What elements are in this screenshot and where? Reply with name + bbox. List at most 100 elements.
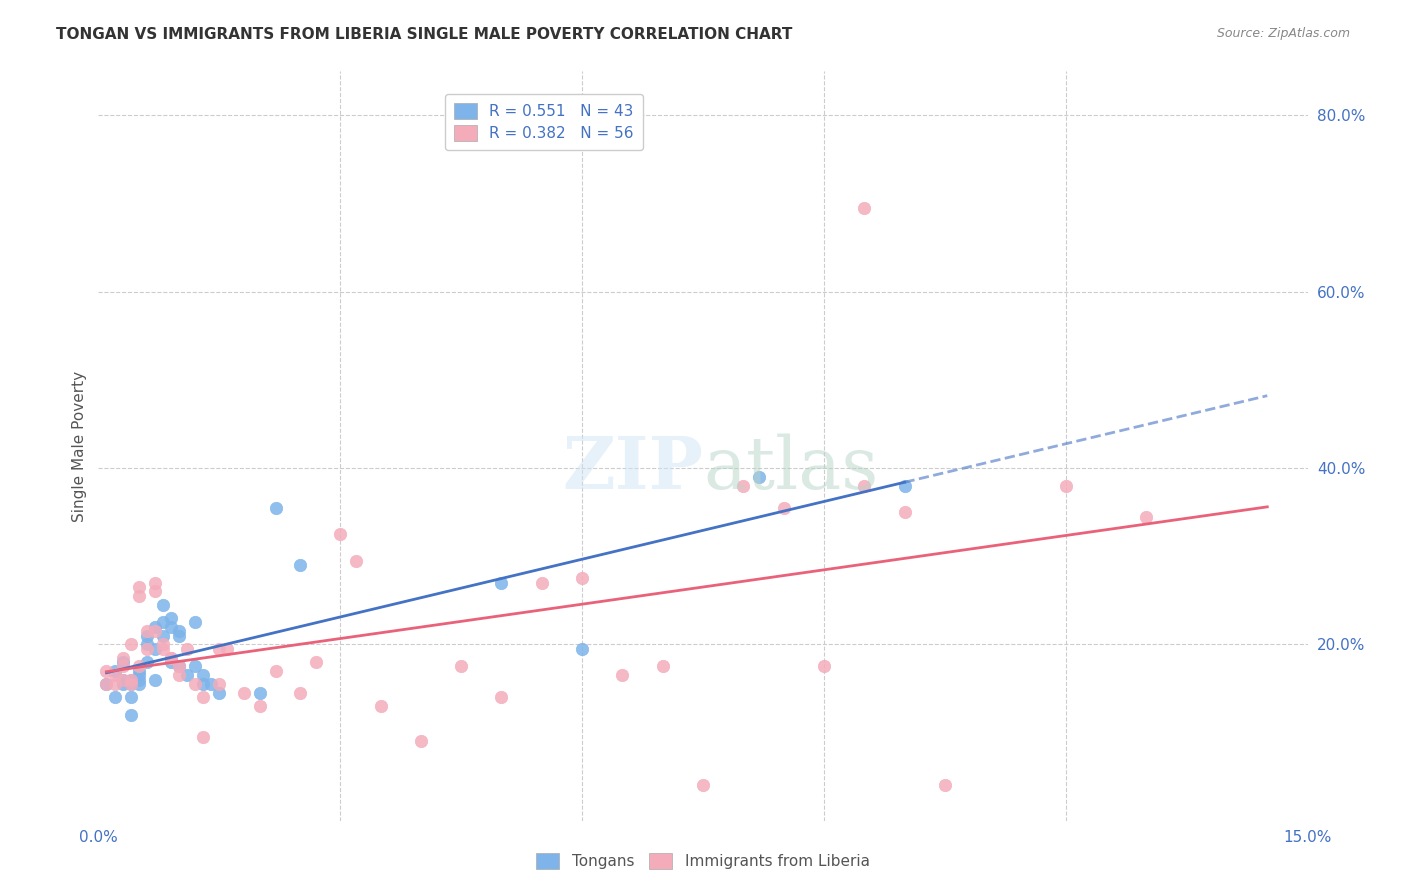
Point: [288, 558, 311, 572]
Point: [217, 641, 239, 656]
Point: [934, 778, 956, 792]
Point: [249, 686, 271, 700]
Point: [612, 668, 634, 682]
Point: [305, 655, 328, 669]
Point: [1054, 478, 1077, 492]
Point: [135, 628, 157, 642]
Point: [450, 659, 472, 673]
Point: [208, 686, 231, 700]
Point: [143, 673, 166, 687]
Point: [1135, 509, 1157, 524]
Point: [143, 584, 166, 599]
Point: [184, 659, 207, 673]
Point: [128, 664, 150, 678]
Point: [128, 659, 150, 673]
Point: [409, 734, 432, 748]
Point: [692, 778, 714, 792]
Point: [120, 707, 142, 722]
Point: [128, 677, 150, 691]
Point: [167, 668, 190, 682]
Point: [813, 659, 835, 673]
Text: ZIP: ZIP: [562, 433, 703, 504]
Point: [733, 478, 755, 492]
Point: [135, 655, 157, 669]
Point: [128, 589, 150, 603]
Point: [200, 677, 222, 691]
Point: [184, 677, 207, 691]
Point: [193, 668, 215, 682]
Point: [111, 655, 134, 669]
Point: [893, 478, 915, 492]
Point: [152, 637, 174, 651]
Point: [143, 624, 166, 639]
Point: [160, 655, 183, 669]
Point: [264, 500, 287, 515]
Point: [128, 580, 150, 594]
Point: [160, 611, 183, 625]
Point: [128, 673, 150, 687]
Point: [128, 668, 150, 682]
Text: TONGAN VS IMMIGRANTS FROM LIBERIA SINGLE MALE POVERTY CORRELATION CHART: TONGAN VS IMMIGRANTS FROM LIBERIA SINGLE…: [56, 27, 793, 42]
Point: [329, 527, 352, 541]
Point: [530, 575, 553, 590]
Point: [120, 690, 142, 705]
Point: [111, 677, 134, 691]
Point: [143, 575, 166, 590]
Point: [103, 690, 125, 705]
Point: [288, 686, 311, 700]
Point: [167, 659, 190, 673]
Point: [96, 664, 118, 678]
Point: [111, 673, 134, 687]
Point: [853, 201, 876, 215]
Point: [853, 478, 876, 492]
Point: [249, 699, 271, 714]
Point: [96, 677, 118, 691]
Point: [152, 641, 174, 656]
Point: [193, 690, 215, 705]
Point: [772, 500, 794, 515]
Point: [103, 664, 125, 678]
Point: [264, 664, 287, 678]
Text: atlas: atlas: [703, 434, 879, 504]
Point: [120, 673, 142, 687]
Point: [344, 553, 367, 567]
Point: [167, 659, 190, 673]
Point: [111, 659, 134, 673]
Legend: R = 0.551   N = 43, R = 0.382   N = 56: R = 0.551 N = 43, R = 0.382 N = 56: [444, 94, 643, 151]
Point: [160, 650, 183, 665]
Y-axis label: Single Male Poverty: Single Male Poverty: [72, 370, 87, 522]
Point: [208, 641, 231, 656]
Point: [120, 673, 142, 687]
Point: [120, 637, 142, 651]
Point: [571, 571, 593, 585]
Point: [208, 677, 231, 691]
Point: [103, 677, 125, 691]
Point: [152, 598, 174, 612]
Point: [370, 699, 392, 714]
Point: [176, 641, 198, 656]
Point: [120, 677, 142, 691]
Point: [135, 637, 157, 651]
Point: [103, 668, 125, 682]
Point: [893, 505, 915, 519]
Point: [491, 575, 513, 590]
Point: [152, 628, 174, 642]
Point: [176, 668, 198, 682]
Point: [167, 624, 190, 639]
Point: [748, 470, 770, 484]
Point: [143, 620, 166, 634]
Point: [135, 624, 157, 639]
Point: [193, 730, 215, 744]
Point: [111, 673, 134, 687]
Point: [143, 641, 166, 656]
Point: [193, 677, 215, 691]
Point: [571, 641, 593, 656]
Legend: Tongans, Immigrants from Liberia: Tongans, Immigrants from Liberia: [530, 847, 876, 875]
Point: [491, 690, 513, 705]
Text: Source: ZipAtlas.com: Source: ZipAtlas.com: [1216, 27, 1350, 40]
Point: [120, 677, 142, 691]
Point: [184, 615, 207, 630]
Point: [651, 659, 673, 673]
Point: [232, 686, 254, 700]
Point: [152, 615, 174, 630]
